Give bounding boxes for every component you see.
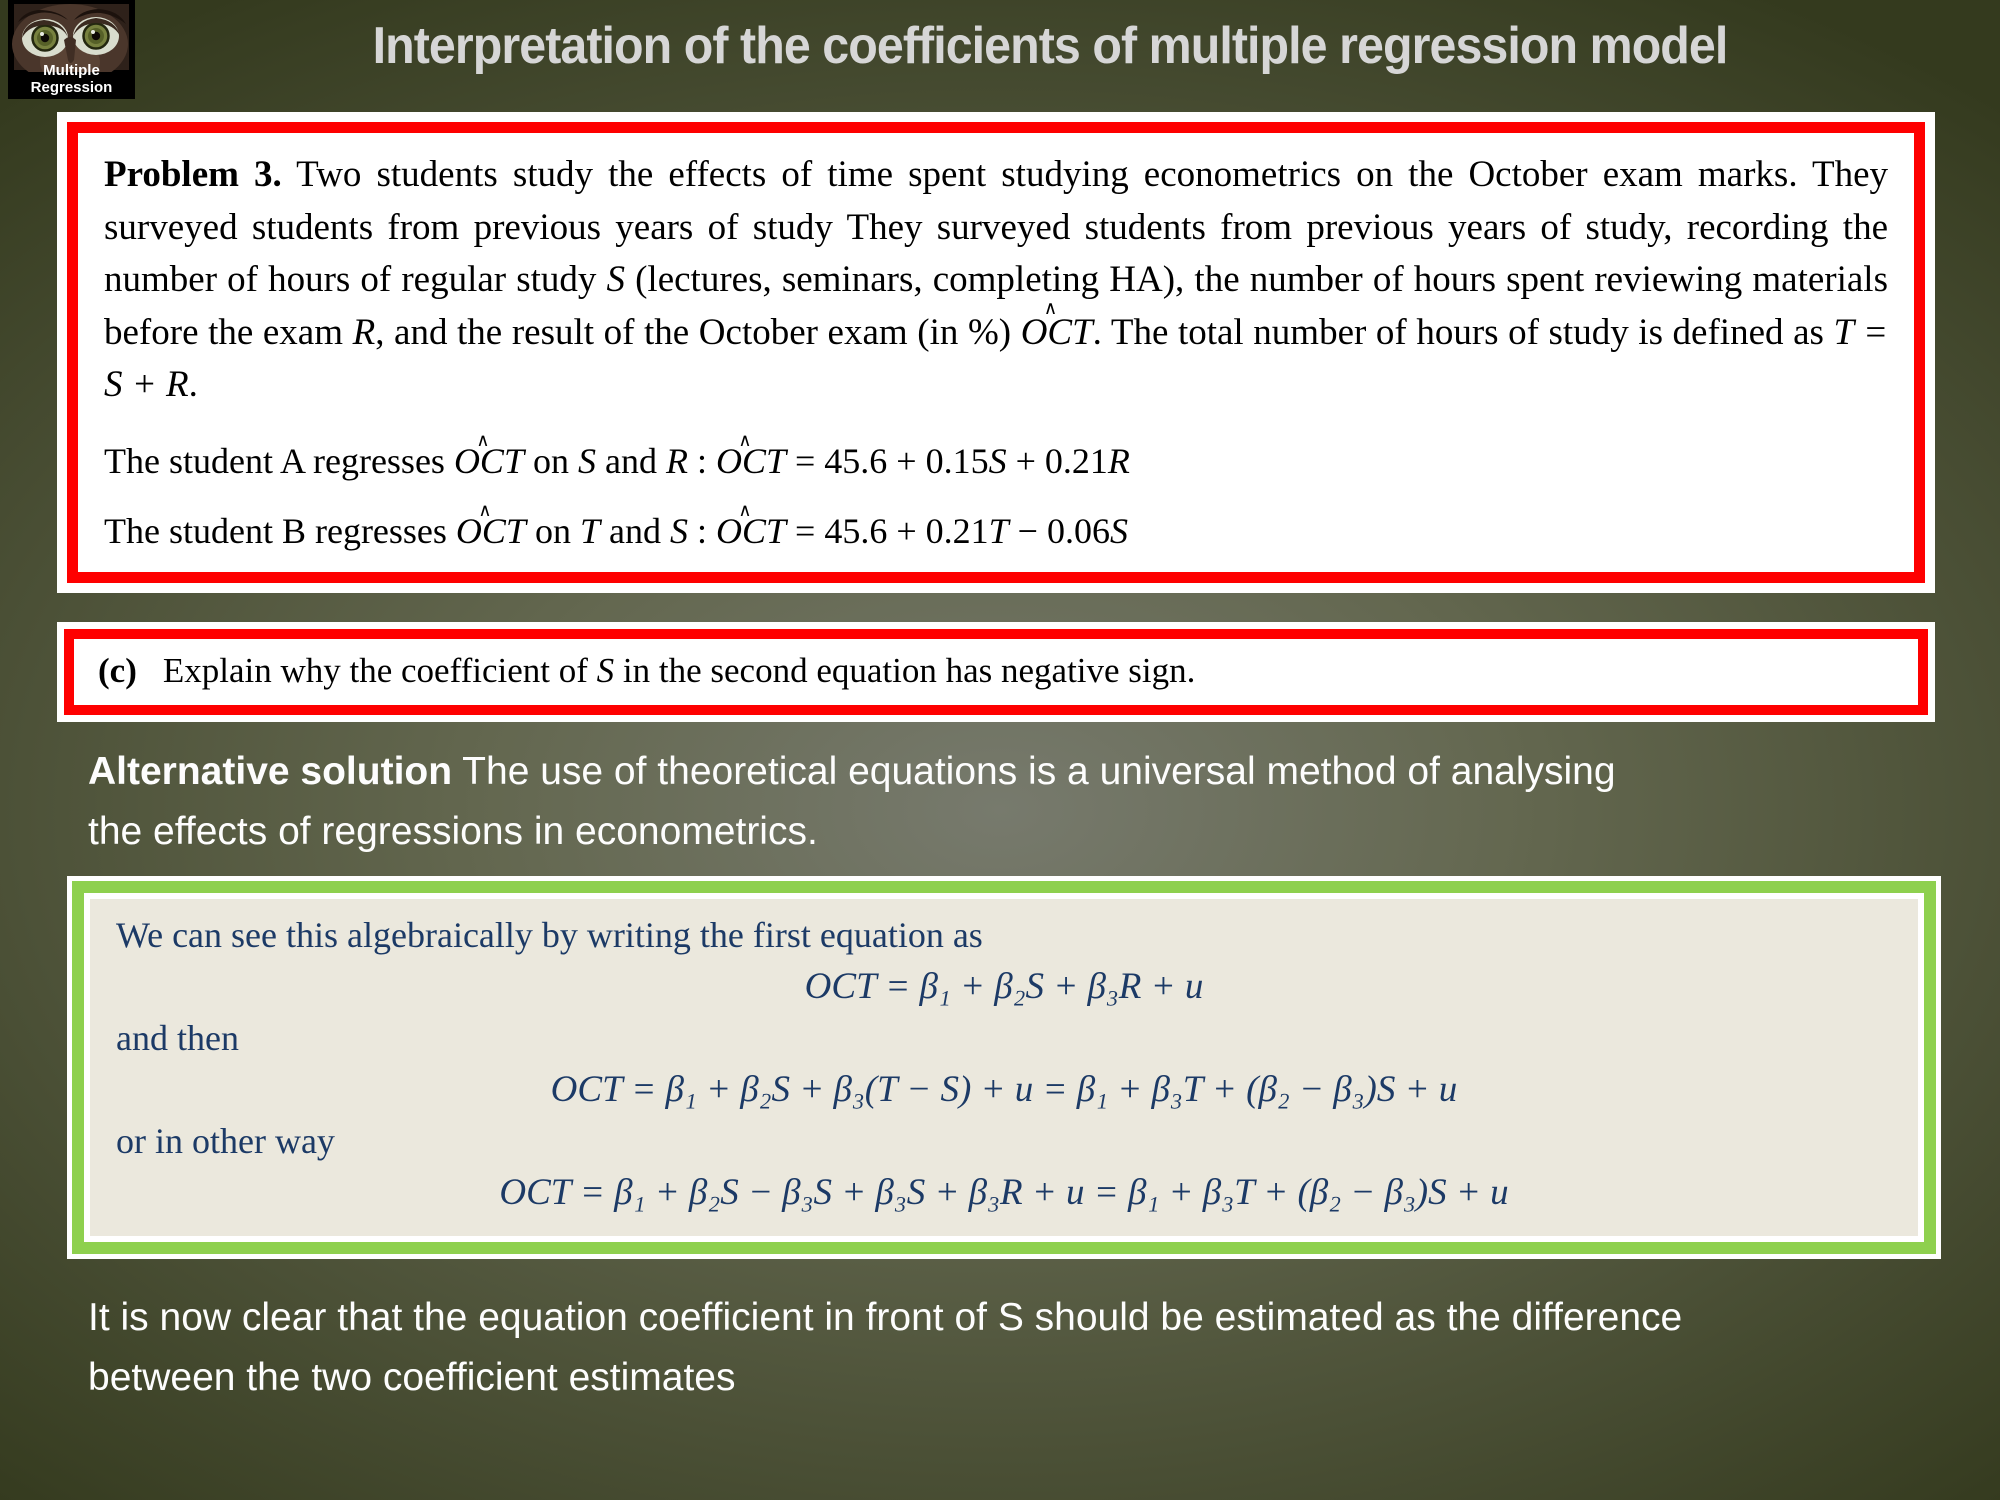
student-b-equation: = 45.6 + 0.21: [786, 510, 989, 551]
oct-hat-variable: ∧ OCT: [715, 429, 786, 481]
derivation-line-1: We can see this algebraically by writing…: [116, 915, 983, 955]
derivation-line-3: or in other way: [116, 1120, 335, 1161]
derivation-content: We can see this algebraically by writing…: [90, 899, 1918, 1236]
problem-box: Problem 3. Two students study the effect…: [57, 112, 1935, 593]
alternative-solution-lead: Alternative solution: [88, 750, 453, 793]
logo: Multiple Regression: [8, 0, 135, 99]
derivation-equation-1: OCT = β₁ + β₂S + β₃R + u: [804, 966, 1204, 1007]
oct-hat-variable: ∧ OCT: [1021, 299, 1093, 360]
student-a-line: The student A regresses ∧ OCT on S and R …: [104, 429, 1130, 481]
derivation-box: We can see this algebraically by writing…: [67, 876, 1941, 1259]
part-c-question: (c) Explain why the coefficient of S in t…: [98, 651, 1196, 690]
part-c-label: (c): [98, 651, 137, 690]
conclusion-paragraph: It is now clear that the equation coeffi…: [88, 1296, 1683, 1400]
hat-symbol: ∧: [738, 429, 752, 450]
student-b-line: The student B regresses ∧ OCT on T and S …: [104, 499, 1128, 551]
hat-symbol: ∧: [476, 429, 490, 450]
derivation-box-border: We can see this algebraically by writing…: [72, 881, 1936, 1254]
derivation-equation-2: OCT = β₁ + β₂S + β₃(T − S) + u = β₁ + β₃…: [550, 1068, 1458, 1110]
part-c-box-inner: (c) Explain why the coefficient of S in t…: [64, 629, 1928, 715]
oct-hat-variable: ∧ OCT: [453, 429, 524, 481]
eyes-image: [8, 0, 135, 72]
variable-r: R: [352, 311, 376, 353]
hat-symbol: ∧: [1043, 299, 1058, 320]
part-c-box: (c) Explain why the coefficient of S in t…: [57, 622, 1935, 722]
derivation-line-2: and then: [116, 1017, 239, 1058]
alternative-solution-paragraph: Alternative solution The use of theoreti…: [88, 750, 1616, 854]
oct-hat-variable: ∧ OCT: [455, 499, 526, 551]
hat-symbol: ∧: [478, 499, 492, 520]
problem-paragraph: Problem 3. Two students study the effect…: [104, 154, 1888, 406]
total-hours-equation: T = S + R: [104, 311, 1888, 406]
oct-hat-variable: ∧ OCT: [715, 499, 787, 551]
variable-s: S: [596, 651, 615, 690]
variable-s: S: [606, 259, 626, 301]
problem-label: Problem 3.: [104, 154, 282, 195]
logo-caption: Multiple Regression: [30, 62, 113, 96]
slide-title: Interpretation of the coefficients of mu…: [372, 17, 1729, 75]
hat-symbol: ∧: [738, 499, 752, 520]
problem-box-inner: Problem 3. Two students study the effect…: [67, 122, 1925, 583]
student-a-equation: = 45.6 + 0.15: [786, 440, 989, 481]
derivation-equation-3: OCT = β₁ + β₂S − β₃S + β₃S + β₃R + u = β…: [499, 1171, 1509, 1213]
